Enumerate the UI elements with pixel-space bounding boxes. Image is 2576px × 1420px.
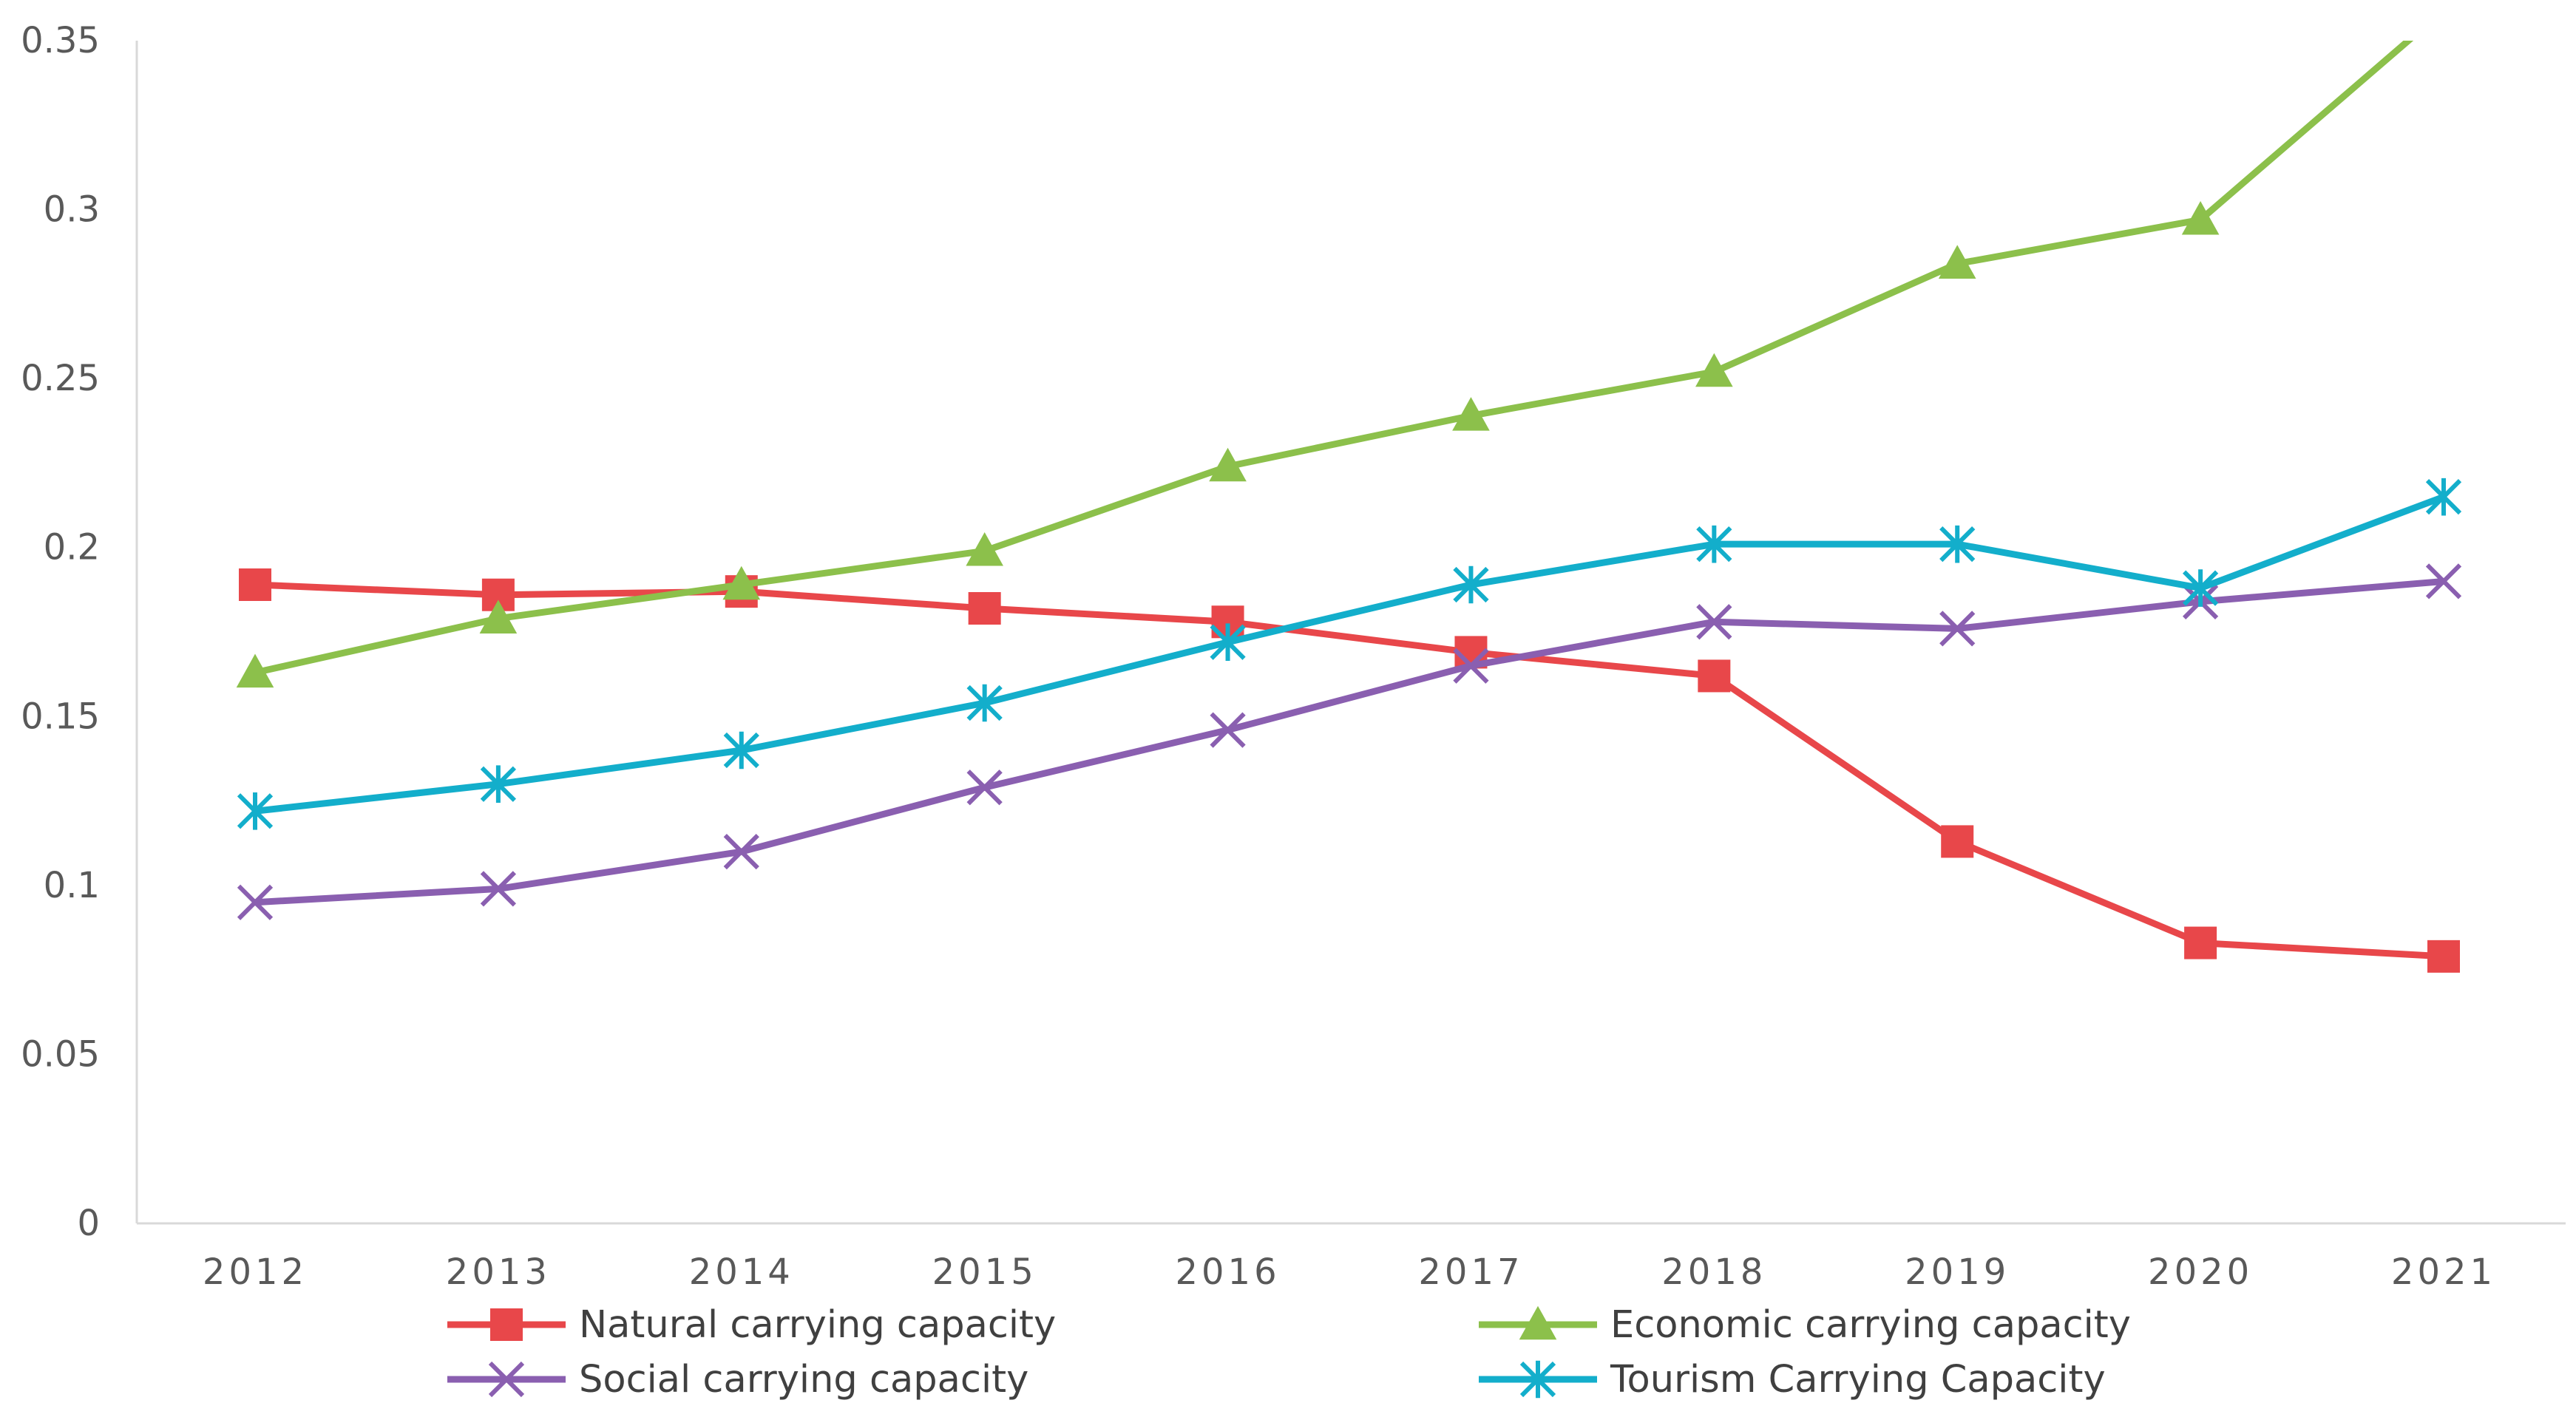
legend-label: Natural carrying capacity <box>579 1303 1056 1347</box>
y-tick-label: 0.2 <box>44 527 100 568</box>
y-tick-label: 0.1 <box>44 865 100 906</box>
legend-item: Social carrying capacity <box>447 1358 1028 1402</box>
x-tick-label: 2017 <box>1418 1251 1523 1293</box>
data-point <box>237 884 274 920</box>
data-point <box>1698 659 1731 693</box>
tick-labels: 0 0.05 0.1 0.15 0.2 0.25 0.3 0.35 2012 2013 2014 20… <box>21 20 2496 1293</box>
data-point <box>479 599 518 633</box>
x-tick-label: 2016 <box>1175 1251 1280 1293</box>
data-point <box>1453 648 1489 684</box>
legend-marker <box>490 1308 523 1341</box>
legend-label: Tourism Carrying Capacity <box>1610 1358 2106 1402</box>
data-point <box>1695 353 1733 387</box>
x-tick-label: 2013 <box>446 1251 551 1293</box>
legend-marker <box>488 1361 525 1398</box>
series-line <box>251 493 2447 815</box>
y-tick-label: 0.3 <box>44 189 100 231</box>
data-point <box>2425 478 2462 516</box>
series-3 <box>237 563 2462 920</box>
x-tick-label: 2019 <box>1905 1251 2010 1293</box>
data-point <box>968 592 1001 625</box>
data-point <box>1210 712 1246 748</box>
legend-marker <box>1519 1305 1557 1340</box>
x-tick-label: 2021 <box>2391 1251 2496 1293</box>
data-point <box>1209 447 1247 482</box>
series-2 <box>236 0 2463 688</box>
y-tick-label: 0.25 <box>21 358 100 399</box>
data-point <box>966 770 1003 806</box>
y-tick-label: 0.15 <box>21 696 100 737</box>
data-point <box>1210 623 1246 662</box>
y-tick-label: 0 <box>77 1203 100 1244</box>
data-point <box>2184 926 2217 959</box>
data-point <box>1453 565 1489 604</box>
series-line <box>251 41 2414 676</box>
x-tick-label: 2018 <box>1661 1251 1766 1293</box>
data-point <box>1696 604 1732 640</box>
data-point <box>723 731 759 770</box>
legend-label: Social carrying capacity <box>579 1358 1028 1402</box>
legend-marker <box>1519 1360 1556 1399</box>
data-point <box>1696 525 1732 563</box>
data-point <box>2181 200 2220 235</box>
data-point <box>237 792 274 830</box>
series-line <box>251 581 2447 960</box>
data-point <box>966 531 1003 566</box>
axes <box>135 41 2566 1225</box>
data-point <box>480 871 517 907</box>
legend-item: Natural carrying capacity <box>447 1303 1056 1347</box>
x-tick-label: 2015 <box>932 1251 1037 1293</box>
legend-label: Economic carrying capacity <box>1610 1303 2131 1347</box>
data-point <box>1939 611 1976 647</box>
data-point <box>2427 940 2460 973</box>
data-point <box>723 834 759 870</box>
x-tick-label: 2012 <box>203 1251 308 1293</box>
data-point <box>2425 0 2463 25</box>
data-point <box>1941 825 1974 858</box>
y-tick-label: 0.35 <box>21 20 100 61</box>
series-layer <box>236 0 2463 973</box>
data-point <box>722 565 761 600</box>
data-point <box>236 653 274 688</box>
data-point <box>966 684 1003 722</box>
data-point <box>2182 569 2219 607</box>
series-4 <box>237 478 2462 830</box>
legend: Natural carrying capacity Economic carryi… <box>447 1303 2131 1402</box>
legend-item: Economic carrying capacity <box>1479 1303 2131 1347</box>
data-point <box>1939 525 1976 563</box>
series-line <box>251 577 2447 906</box>
data-point <box>480 765 517 804</box>
legend-item: Tourism Carrying Capacity <box>1479 1358 2106 1402</box>
x-tick-label: 2014 <box>689 1251 794 1293</box>
data-point <box>2425 563 2462 599</box>
data-point <box>1938 245 1976 279</box>
data-point <box>239 568 271 601</box>
x-tick-label: 2020 <box>2148 1251 2253 1293</box>
data-point <box>1452 397 1490 431</box>
y-tick-label: 0.05 <box>21 1033 100 1075</box>
